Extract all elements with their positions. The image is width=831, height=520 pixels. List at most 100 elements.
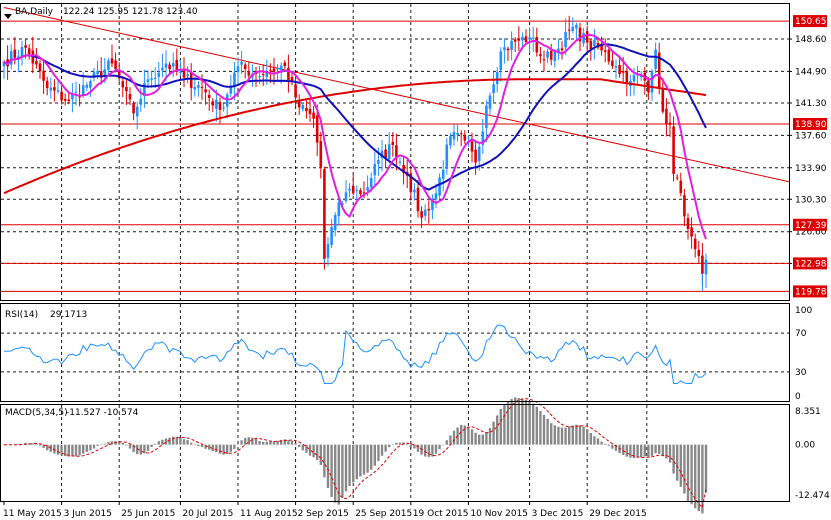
rsi-value: 29.1713 — [50, 310, 87, 320]
macd-bar — [643, 444, 646, 457]
candle-body — [283, 62, 287, 67]
candle-body — [89, 81, 92, 88]
macd-bar — [211, 444, 214, 452]
candle-body — [243, 64, 247, 70]
macd-bar — [391, 444, 394, 445]
candle-body — [49, 87, 53, 91]
candle-body — [474, 149, 477, 163]
macd-bar — [319, 444, 322, 465]
price-level-tag — [793, 218, 827, 231]
macd-bar — [143, 444, 146, 454]
macd-bar — [326, 444, 330, 489]
macd-bar — [640, 444, 643, 458]
macd-bar — [654, 444, 657, 454]
candle-body — [650, 71, 654, 93]
macd-bar — [528, 401, 531, 445]
macd-bar — [600, 441, 603, 445]
macd-bar — [517, 398, 520, 445]
macd-bar — [67, 444, 70, 457]
macd-bar — [690, 444, 693, 505]
candle-body — [240, 61, 243, 65]
candle-body — [395, 145, 398, 159]
macd-bar — [294, 443, 297, 445]
price-axis: 148.60 144.90 141.30 137.60 133.90 130.30 126.… — [789, 15, 827, 298]
ohlc-readout: 122.24 125.95 121.78 123.40 — [63, 7, 198, 17]
candle-body — [431, 199, 434, 210]
candle-body — [546, 51, 549, 58]
candle-body — [506, 48, 510, 51]
macd-bar — [362, 444, 366, 475]
candle-body — [539, 54, 542, 57]
macd-bar — [168, 437, 171, 445]
macd-bar — [474, 432, 477, 445]
candle-body — [71, 94, 74, 100]
candle-body — [13, 49, 17, 58]
candle-body — [60, 91, 63, 101]
macd-bar — [139, 444, 142, 455]
candle-body — [258, 76, 261, 78]
candle-body — [578, 27, 582, 42]
candle-body — [362, 192, 366, 194]
candle-body — [503, 47, 506, 51]
macd-bar — [305, 444, 308, 453]
candle-body — [402, 164, 405, 173]
macd-bar — [251, 437, 254, 445]
macd-bar — [503, 404, 506, 445]
candle-body — [139, 98, 143, 105]
collapse-triangle-icon[interactable] — [4, 14, 12, 19]
candle-body — [117, 71, 121, 79]
candle-body — [513, 39, 517, 42]
candle-body — [290, 77, 294, 82]
macd-bar — [514, 397, 517, 445]
rsi-levels — [1, 332, 789, 373]
symbol-label: BA,Daily — [15, 7, 54, 17]
macd-bar — [449, 435, 452, 445]
macd-bar — [380, 444, 384, 456]
trendline[interactable] — [3, 7, 790, 183]
macd-bar — [190, 442, 193, 445]
candle-body — [143, 83, 146, 97]
rsi-pane[interactable]: RSI(14) 29.1713 — [1, 310, 789, 384]
price-pane[interactable]: BA,Daily 122.24 125.95 121.78 123.40 — [1, 7, 790, 292]
candle-body — [575, 24, 578, 29]
candle-body — [380, 150, 384, 158]
candle-body — [74, 91, 78, 93]
candle-body — [168, 64, 171, 70]
date-tick-label: 11 Aug 2015 — [240, 509, 298, 519]
price-tick-label: 144.90 — [795, 67, 827, 77]
price-tick-label: 126.60 — [795, 228, 827, 238]
candle-body — [125, 87, 128, 92]
macd-bar — [589, 433, 592, 445]
candle-body — [211, 101, 215, 106]
macd-bar — [56, 444, 60, 455]
macd-bar — [276, 440, 279, 445]
candle-body — [35, 60, 38, 65]
candle-body — [153, 77, 157, 79]
ma-slow-line — [3, 78, 707, 195]
candle-body — [301, 105, 305, 110]
candle-body — [398, 161, 402, 163]
candle-body — [171, 63, 175, 67]
macd-bar — [316, 444, 319, 460]
macd-bar — [92, 444, 96, 449]
candle-body — [672, 126, 675, 174]
macd-bar — [272, 441, 276, 445]
candle-body — [488, 95, 492, 109]
macd-bar — [287, 440, 290, 445]
macd-bar — [413, 444, 416, 449]
macd-bar — [229, 444, 232, 452]
candle-body — [531, 37, 535, 39]
macd-bar — [240, 440, 243, 445]
candle-body — [20, 46, 24, 57]
candle-body — [499, 51, 503, 70]
macd-bar — [323, 444, 326, 478]
date-tick-label: 3 Jun 2015 — [64, 509, 112, 519]
macd-label: MACD(5,34,5) — [5, 408, 68, 418]
candle-body — [215, 99, 218, 109]
macd-pane[interactable]: MACD(5,34,5) -11.527 -10.574 — [2, 397, 708, 514]
candle-body — [323, 169, 326, 259]
macd-bar — [568, 426, 571, 445]
macd-bar — [366, 444, 369, 473]
macd-bar — [445, 440, 448, 445]
